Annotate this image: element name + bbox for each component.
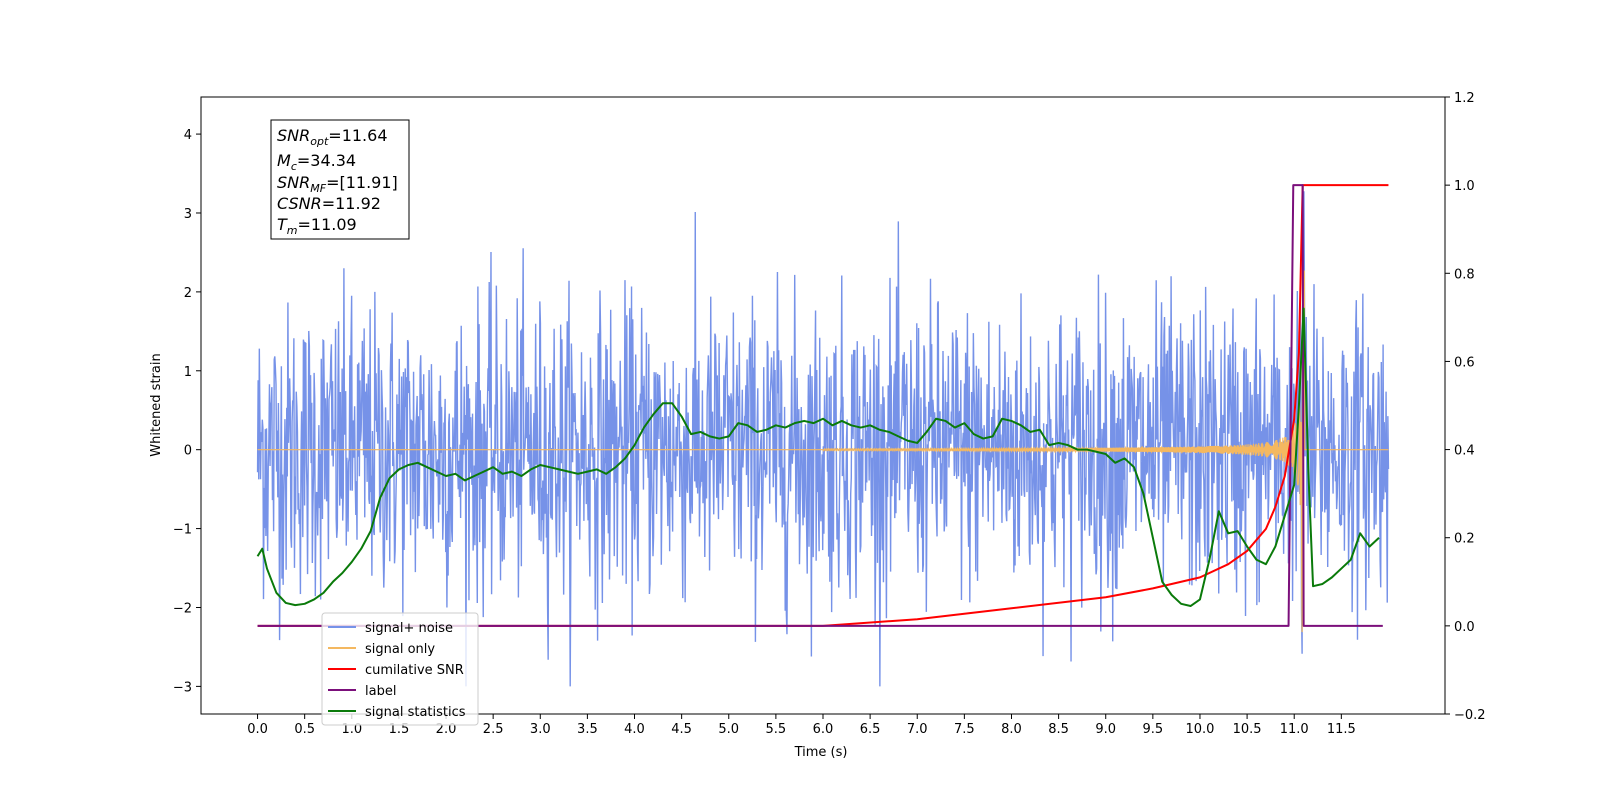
y2-tick-label: 0.8 (1454, 267, 1475, 282)
y-tick-label: 2 (184, 286, 192, 301)
x-tick-label: 7.5 (954, 722, 975, 737)
series-cumulative-snr (257, 184, 1389, 627)
x-tick-label: 1.0 (341, 722, 362, 737)
annotation-frame (270, 119, 410, 240)
legend-frame (321, 612, 479, 726)
x-tick-label: 0.5 (294, 722, 315, 737)
y2-tick-label: 0.6 (1454, 355, 1475, 370)
annotation-line: Mc=34.34 (277, 151, 356, 173)
y-axis-right: −0.2 0.0 0.2 0.4 0.6 0.8 1.0 1.2 (1445, 91, 1486, 723)
x-tick-label: 6.5 (860, 722, 881, 737)
y-tick-label: 1 (184, 365, 192, 380)
y-tick-label: 4 (184, 128, 192, 143)
y-tick-label: 0 (184, 444, 192, 459)
x-tick-label: 9.0 (1095, 722, 1116, 737)
y2-tick-label: 1.2 (1454, 91, 1475, 106)
y2-tick-label: 0.2 (1454, 532, 1475, 547)
x-tick-label: 9.5 (1143, 722, 1164, 737)
x-tick-label: 7.0 (907, 722, 928, 737)
y-tick-label: −2 (173, 601, 192, 616)
x-tick-label: 4.0 (624, 722, 645, 737)
y-axis-left: −3 −2 −1 0 1 2 3 4 (173, 128, 201, 695)
annotation-line: SNRMF=[11.91] (277, 173, 398, 195)
x-tick-label: 1.5 (389, 722, 410, 737)
legend-entry: signal+ noise (365, 621, 453, 636)
y2-tick-label: −0.2 (1454, 708, 1486, 723)
x-tick-label: 8.5 (1048, 722, 1069, 737)
x-tick-label: 5.0 (718, 722, 739, 737)
metrics-annotation-box: SNRopt=11.64 Mc=34.34SNRMF=[11.91]CSNR=11… (270, 119, 410, 240)
x-tick-label: 8.0 (1001, 722, 1022, 737)
legend-entry: cumilative SNR (365, 663, 464, 678)
y2-tick-label: 1.0 (1454, 179, 1475, 194)
annotation-line: Tm=11.09 (277, 215, 357, 237)
x-tick-label: 3.5 (577, 722, 598, 737)
x-tick-label: 4.5 (671, 722, 692, 737)
x-tick-label: 3.0 (530, 722, 551, 737)
legend-entry: signal only (365, 642, 435, 657)
y-tick-label: 3 (184, 207, 192, 222)
series-label (257, 184, 1383, 627)
y2-tick-label: 0.0 (1454, 620, 1475, 635)
x-tick-label: 10.0 (1185, 722, 1214, 737)
x-tick-label: 2.5 (483, 722, 504, 737)
x-tick-label: 10.5 (1233, 722, 1262, 737)
y-tick-label: −3 (173, 680, 192, 695)
x-tick-label: 11.0 (1280, 722, 1309, 737)
series-signal-statistics (256, 307, 1380, 608)
x-tick-label: 5.5 (766, 722, 787, 737)
y-axis-label: Whitened strain (149, 353, 164, 456)
x-axis: 0.0 0.5 1.0 1.5 2.0 2.5 3.0 3.5 4.0 4.5 5.0 5.5 6.0 6… (247, 714, 1356, 737)
x-axis-label: Time (s) (794, 745, 848, 760)
x-tick-label: 0.0 (247, 722, 268, 737)
x-tick-label: 2.0 (436, 722, 457, 737)
series-layer (256, 184, 1390, 687)
y2-tick-label: 0.4 (1454, 444, 1475, 459)
annotation-line: SNRopt=11.64 (277, 126, 388, 148)
series-signal-noise (256, 191, 1390, 687)
legend-entry: label (365, 684, 396, 699)
legend: signal+ noise signal only cumilative SNR la… (321, 612, 479, 726)
x-tick-label: 6.0 (813, 722, 834, 737)
series-signal-only (257, 270, 1389, 633)
legend-entry: signal statistics (365, 705, 466, 720)
y-tick-label: −1 (173, 523, 192, 538)
annotation-line: CSNR=11.92 (277, 194, 381, 213)
x-tick-label: 11.5 (1327, 722, 1356, 737)
